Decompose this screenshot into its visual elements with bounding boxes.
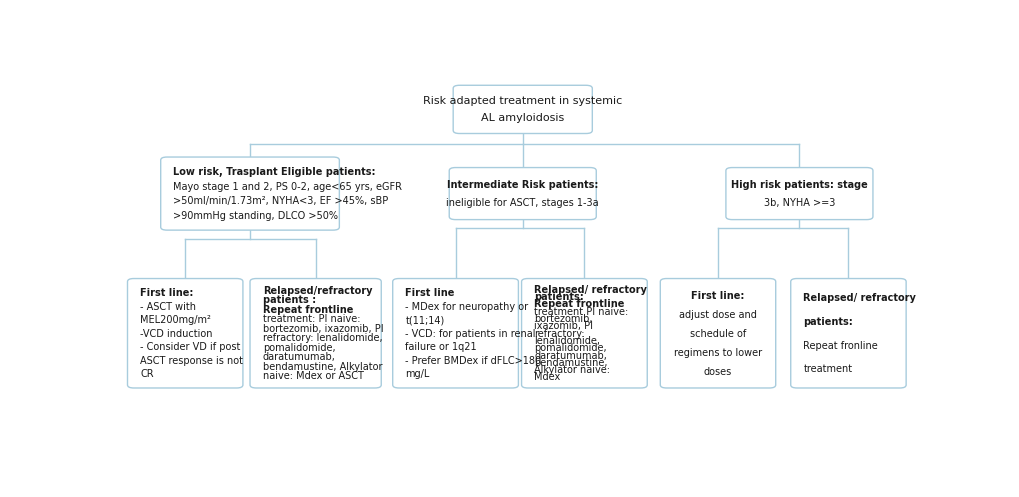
Text: treatment: treatment bbox=[803, 364, 852, 374]
Text: mg/L: mg/L bbox=[405, 369, 429, 379]
Text: First line:: First line: bbox=[691, 291, 744, 301]
FancyBboxPatch shape bbox=[448, 167, 596, 220]
Text: daratumumab,: daratumumab, bbox=[263, 352, 335, 362]
Text: bendamustine, Alkylator: bendamustine, Alkylator bbox=[263, 362, 382, 372]
Text: bortezomib, ixazomib, PI: bortezomib, ixazomib, PI bbox=[263, 324, 383, 334]
Text: 3b, NYHA >=3: 3b, NYHA >=3 bbox=[763, 198, 835, 208]
Text: Repeat fronline: Repeat fronline bbox=[803, 340, 877, 350]
Text: ineligible for ASCT, stages 1-3a: ineligible for ASCT, stages 1-3a bbox=[446, 198, 598, 208]
FancyBboxPatch shape bbox=[521, 278, 647, 388]
Text: -VCD induction: -VCD induction bbox=[140, 329, 212, 338]
Text: First line: First line bbox=[405, 288, 454, 298]
FancyBboxPatch shape bbox=[392, 278, 518, 388]
Text: Mdex: Mdex bbox=[534, 372, 559, 383]
Text: pomalidomide,: pomalidomide, bbox=[263, 343, 335, 353]
Text: Mayo stage 1 and 2, PS 0-2, age<65 yrs, eGFR: Mayo stage 1 and 2, PS 0-2, age<65 yrs, … bbox=[173, 181, 401, 192]
Text: adjust dose and: adjust dose and bbox=[679, 310, 756, 320]
Text: First line:: First line: bbox=[140, 288, 194, 298]
Text: AL amyloidosis: AL amyloidosis bbox=[481, 113, 564, 123]
Text: ixazomib, PI: ixazomib, PI bbox=[534, 322, 593, 331]
Text: Risk adapted treatment in systemic: Risk adapted treatment in systemic bbox=[423, 96, 622, 106]
Text: daratumumab,: daratumumab, bbox=[534, 350, 606, 360]
Text: MEL200mg/m²: MEL200mg/m² bbox=[140, 315, 211, 325]
Text: treatment PI naive:: treatment PI naive: bbox=[534, 307, 628, 317]
Text: - ASCT with: - ASCT with bbox=[140, 302, 196, 312]
Text: patients :: patients : bbox=[263, 295, 316, 306]
Text: treatment: PI naive:: treatment: PI naive: bbox=[263, 315, 360, 325]
FancyBboxPatch shape bbox=[726, 167, 872, 220]
Text: t(11;14): t(11;14) bbox=[405, 315, 444, 325]
FancyBboxPatch shape bbox=[659, 278, 775, 388]
Text: Intermediate Risk patients:: Intermediate Risk patients: bbox=[446, 179, 598, 189]
Text: bendamustine,: bendamustine, bbox=[534, 358, 607, 368]
Text: Repeat frontline: Repeat frontline bbox=[534, 300, 624, 310]
Text: High risk patients: stage: High risk patients: stage bbox=[731, 179, 867, 189]
Text: Repeat frontline: Repeat frontline bbox=[263, 305, 353, 315]
Text: Relapsed/refractory: Relapsed/refractory bbox=[263, 286, 372, 296]
Text: bortezomib,: bortezomib, bbox=[534, 314, 592, 324]
Text: - MDex for neuropathy or: - MDex for neuropathy or bbox=[405, 302, 528, 312]
Text: refractory:: refractory: bbox=[534, 329, 584, 338]
Text: - Prefer BMDex if dFLC>180: - Prefer BMDex if dFLC>180 bbox=[405, 356, 541, 366]
Text: Low risk, Trasplant Eligible patients:: Low risk, Trasplant Eligible patients: bbox=[173, 167, 375, 177]
Text: Relapsed/ refractory: Relapsed/ refractory bbox=[534, 285, 646, 295]
FancyBboxPatch shape bbox=[161, 157, 339, 230]
Text: failure or 1q21: failure or 1q21 bbox=[405, 342, 477, 352]
Text: ASCT response is not: ASCT response is not bbox=[140, 356, 243, 366]
Text: - Consider VD if post: - Consider VD if post bbox=[140, 342, 240, 352]
Text: Alkylator naive:: Alkylator naive: bbox=[534, 365, 609, 375]
Text: schedule of: schedule of bbox=[689, 329, 745, 338]
Text: - VCD: for patients in renal: - VCD: for patients in renal bbox=[405, 329, 535, 338]
Text: patients:: patients: bbox=[803, 317, 852, 327]
Text: refractory: lenalidomide,: refractory: lenalidomide, bbox=[263, 333, 382, 343]
FancyBboxPatch shape bbox=[452, 85, 592, 134]
Text: doses: doses bbox=[703, 367, 732, 377]
FancyBboxPatch shape bbox=[250, 278, 381, 388]
FancyBboxPatch shape bbox=[790, 278, 905, 388]
Text: patients:: patients: bbox=[534, 292, 584, 302]
Text: lenalidomide,: lenalidomide, bbox=[534, 336, 599, 346]
FancyBboxPatch shape bbox=[127, 278, 243, 388]
Text: CR: CR bbox=[140, 369, 154, 379]
Text: Relapsed/ refractory: Relapsed/ refractory bbox=[803, 293, 915, 303]
Text: regimens to lower: regimens to lower bbox=[674, 347, 761, 358]
Text: >50ml/min/1.73m², NYHA<3, EF >45%, sBP: >50ml/min/1.73m², NYHA<3, EF >45%, sBP bbox=[173, 196, 388, 206]
Text: pomalidomide,: pomalidomide, bbox=[534, 343, 606, 353]
Text: >90mmHg standing, DLCO >50%: >90mmHg standing, DLCO >50% bbox=[173, 211, 338, 221]
Text: naive: Mdex or ASCT: naive: Mdex or ASCT bbox=[263, 371, 363, 381]
